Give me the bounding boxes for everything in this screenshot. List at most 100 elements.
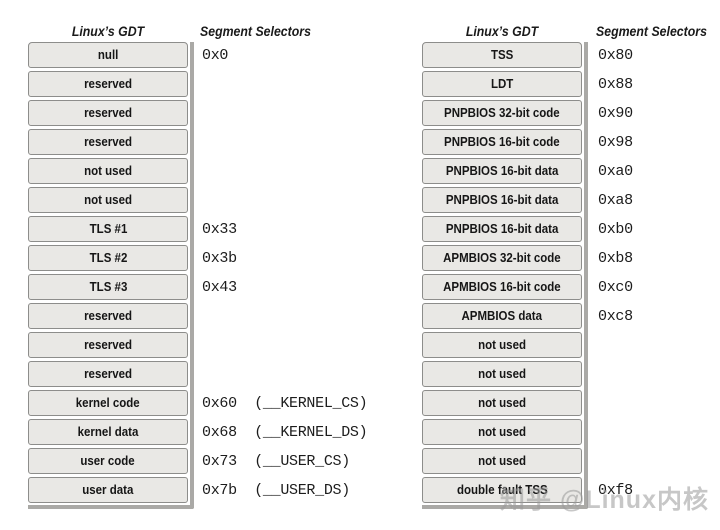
gdt-row-label: not used <box>84 164 132 178</box>
gdt-row-label: TSS <box>490 48 514 62</box>
segment-selectors-title: Segment Selectors <box>596 23 707 39</box>
gdt-row: user data <box>28 477 188 503</box>
segment-selector-value <box>598 361 633 387</box>
gdt-row: reserved <box>28 361 188 387</box>
segment-selector-value: 0xc8 <box>598 307 633 325</box>
gdt-row-label: user code <box>80 454 136 468</box>
gdt-row: reserved <box>28 332 188 358</box>
gdt-row-label: user data <box>82 483 134 497</box>
segment-selector-value: 0xf8 <box>598 481 633 499</box>
segment-selector-value <box>598 419 633 445</box>
gdt-row-label: LDT <box>490 77 514 91</box>
gdt-row-label: not used <box>478 454 526 468</box>
selector-column: 0x0 0x33 0x3b 0x43 0x60 (__KERNEL_CS) 0x68 (_… <box>202 42 368 506</box>
gdt-table: null reserved reserved reserved not used not … <box>28 42 194 509</box>
gdt-row-label: PNPBIOS 16-bit code <box>444 135 560 149</box>
segment-selector-value <box>598 332 633 358</box>
segment-selector-value <box>202 332 367 358</box>
gdt-row-label: PNPBIOS 16-bit data <box>445 164 559 178</box>
segment-selector-value: 0x73 (__USER_CS) <box>202 452 350 470</box>
segment-selector-value: 0x0 <box>202 46 229 64</box>
gdt-row-label: not used <box>84 193 132 207</box>
gdt-row: PNPBIOS 32-bit code <box>422 100 582 126</box>
gdt-row: reserved <box>28 100 188 126</box>
segment-selector-value: 0x60 (__KERNEL_CS) <box>202 394 368 412</box>
gdt-table-title: Linux’s GDT <box>71 23 145 39</box>
gdt-row-label: TLS #1 <box>89 222 127 236</box>
table-body: null reserved reserved reserved not used not … <box>28 42 368 509</box>
segment-selector-value <box>202 187 367 213</box>
segment-selector-value: 0x7b (__USER_DS) <box>202 481 350 499</box>
segment-selector-value: 0x88 <box>598 75 633 93</box>
segment-selector-value: 0xc0 <box>598 278 633 296</box>
gdt-row-label: reserved <box>84 367 132 381</box>
gdt-group-right: Linux’s GDT Segment Selectors TSS LDT PNPB… <box>422 17 720 509</box>
gdt-row-label: PNPBIOS 16-bit data <box>445 222 559 236</box>
gdt-row: not used <box>28 158 188 184</box>
gdt-row: user code <box>28 448 188 474</box>
segment-selector-value <box>202 100 367 126</box>
gdt-row-label: APMBIOS 16-bit code <box>443 280 561 294</box>
gdt-row: not used <box>422 361 582 387</box>
gdt-row-label: kernel data <box>77 425 139 439</box>
gdt-group-left: Linux’s GDT Segment Selectors null reserv… <box>28 17 368 509</box>
gdt-row-label: not used <box>478 367 526 381</box>
gdt-row: not used <box>28 187 188 213</box>
gdt-row: not used <box>422 332 582 358</box>
gdt-row: double fault TSS <box>422 477 582 503</box>
gdt-row: reserved <box>28 303 188 329</box>
header-row: Linux’s GDT Segment Selectors <box>28 17 367 39</box>
segment-selector-value <box>202 361 367 387</box>
gdt-row: kernel data <box>28 419 188 445</box>
gdt-row-label: reserved <box>84 309 132 323</box>
segment-selector-value: 0x3b <box>202 249 237 267</box>
gdt-row: TLS #2 <box>28 245 188 271</box>
gdt-row: not used <box>422 448 582 474</box>
table-body: TSS LDT PNPBIOS 32-bit code PNPBIOS 16-bit … <box>422 42 720 509</box>
gdt-row-label: reserved <box>84 135 132 149</box>
selector-column: 0x80 0x88 0x90 0x98 0xa0 0xa8 0xb0 0xb8 0xc0 0xc8… <box>598 42 633 506</box>
gdt-row: reserved <box>28 129 188 155</box>
segment-selector-value: 0xb8 <box>598 249 633 267</box>
segment-selector-value: 0xa0 <box>598 162 633 180</box>
gdt-row: not used <box>422 419 582 445</box>
gdt-row-label: TLS #3 <box>89 280 127 294</box>
gdt-row: TLS #3 <box>28 274 188 300</box>
gdt-row-label: not used <box>478 396 526 410</box>
gdt-row: TSS <box>422 42 582 68</box>
gdt-row: APMBIOS 16-bit code <box>422 274 582 300</box>
gdt-row-label: APMBIOS data <box>461 309 543 323</box>
gdt-row: PNPBIOS 16-bit data <box>422 187 582 213</box>
segment-selector-value: 0x98 <box>598 133 633 151</box>
gdt-row: APMBIOS data <box>422 303 582 329</box>
gdt-row: null <box>28 42 188 68</box>
segment-selector-value <box>202 129 367 155</box>
segment-selector-value <box>598 448 633 474</box>
gdt-row: not used <box>422 390 582 416</box>
gdt-row: LDT <box>422 71 582 97</box>
segment-selector-value: 0xa8 <box>598 191 633 209</box>
gdt-table-title: Linux’s GDT <box>465 23 539 39</box>
gdt-row-label: reserved <box>84 106 132 120</box>
segment-selector-value <box>202 303 367 329</box>
segment-selector-value: 0xb0 <box>598 220 633 238</box>
gdt-row-label: PNPBIOS 32-bit code <box>444 106 560 120</box>
segment-selector-value: 0x80 <box>598 46 633 64</box>
segment-selector-value: 0x33 <box>202 220 237 238</box>
gdt-row-label: not used <box>478 338 526 352</box>
gdt-row-label: PNPBIOS 16-bit data <box>445 193 559 207</box>
gdt-row-label: double fault TSS <box>456 483 548 497</box>
segment-selector-value: 0x68 (__KERNEL_DS) <box>202 423 368 441</box>
segment-selector-value <box>202 158 367 184</box>
segment-selector-value: 0x90 <box>598 104 633 122</box>
gdt-row: kernel code <box>28 390 188 416</box>
header-row: Linux’s GDT Segment Selectors <box>422 17 720 39</box>
gdt-table: TSS LDT PNPBIOS 32-bit code PNPBIOS 16-bit … <box>422 42 588 509</box>
segment-selector-value: 0x43 <box>202 278 237 296</box>
gdt-row: TLS #1 <box>28 216 188 242</box>
gdt-row-label: kernel code <box>76 396 140 410</box>
segment-selector-value <box>598 390 633 416</box>
gdt-row: reserved <box>28 71 188 97</box>
gdt-row-label: not used <box>478 425 526 439</box>
